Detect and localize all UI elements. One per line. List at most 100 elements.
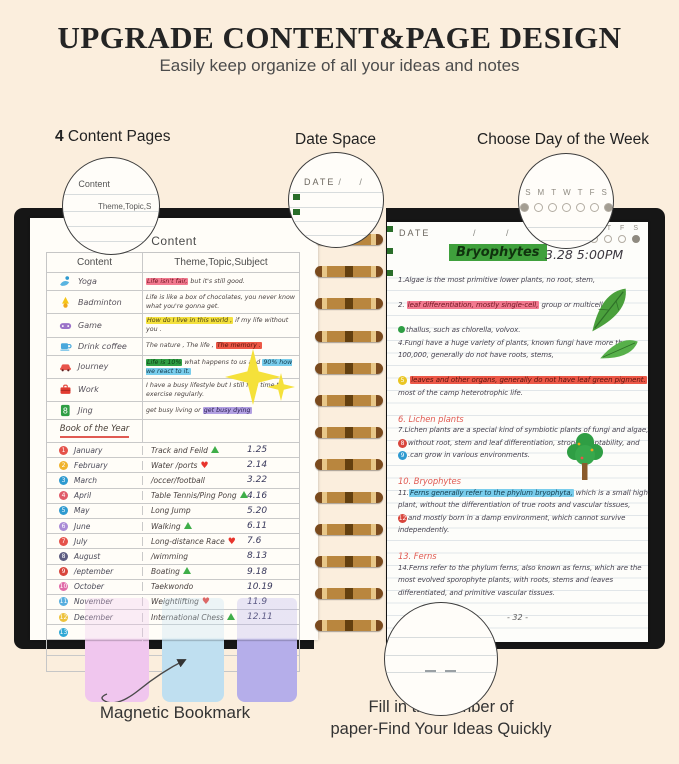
quote-text: get busy living or get busy dying	[146, 406, 252, 415]
ruled-line	[385, 636, 497, 638]
mark-wrapper	[183, 521, 192, 531]
quote-cell: I have a busy lifestyle but I still find…	[143, 379, 299, 401]
month-number-badge: 5	[59, 506, 68, 516]
date-magnifier-circle: DATE / /	[288, 152, 384, 248]
month-name: May	[74, 506, 90, 516]
content-pages-count: 4	[55, 128, 64, 145]
note-line: 100,000, generally do not have roots, st…	[398, 351, 646, 364]
leaf-doodle-icon	[592, 288, 626, 332]
text-segment: .can grow in various environments.	[408, 451, 530, 459]
triangle-mark-icon	[182, 567, 191, 575]
text-segment: plant, without the differentiation of tr…	[398, 501, 631, 509]
quote-cell: Life is like a box of chocolates, you ne…	[143, 291, 299, 313]
ruled-line	[63, 240, 159, 242]
triangle-mark-icon	[210, 445, 219, 453]
month-row: 7 July Long-distance Race ♥ 7.6	[47, 534, 299, 550]
magnetic-bookmark-purple	[237, 598, 297, 702]
month-cell: 10 October	[47, 582, 143, 592]
month-activity: Walking	[151, 521, 192, 531]
note-line: 8 without root, stem and leaf differentia…	[398, 438, 646, 452]
month-name: July	[74, 536, 88, 546]
month-row: 2 February Water /ports ♥ 2.14	[47, 458, 299, 474]
quote-cell: How do I live in this world , if my life…	[143, 314, 299, 336]
note-line: 7.Lichen plants are a special kind of sy…	[398, 426, 648, 439]
note-line: 12 and mostly born in a damp environment,…	[398, 513, 646, 527]
month-cell: 7 July	[47, 536, 143, 546]
activity-cell: Journey	[47, 355, 143, 378]
weekday-dot	[547, 202, 557, 212]
note-line: thallus, such as chlorella, volvox.	[398, 326, 646, 339]
spiral-ring	[315, 330, 383, 342]
month-activity-cell: /occer/football 3.22	[143, 474, 299, 487]
quote-cell: The nature , The life , The memory .	[143, 338, 299, 355]
text-segment: 1.Algae is the most primitive lower plan…	[398, 276, 596, 284]
month-activity-cell: Long Jump 5.20	[143, 504, 299, 517]
triangle-mark-icon	[239, 491, 248, 499]
quote-text: Life is like a box of chocolates, you ne…	[146, 293, 296, 311]
green-highlight-mark	[387, 248, 393, 254]
month-activity: Water /ports ♥	[151, 460, 209, 471]
quote-text: Life isn't fair, but it's still good.	[146, 277, 245, 286]
ruled-line	[63, 194, 159, 196]
month-date: 1.25	[247, 445, 268, 456]
text-segment: 100,000, generally do not have roots, st…	[398, 351, 554, 359]
month-activity: Table Tennis/Ping Pong	[151, 491, 248, 500]
activity-row: 8 Jing get busy living or get busy dying	[47, 402, 299, 420]
text-segment: if my life without you .	[146, 317, 289, 334]
circled-number: 8	[398, 438, 407, 448]
section-header-line: 13. Ferns	[398, 551, 646, 564]
table-header-row: Content Theme,Topic,Subject	[47, 253, 299, 273]
month-activity: Taekwondo	[151, 582, 194, 592]
month-row: 3 March/occer/football 3.22	[47, 473, 299, 489]
month-name: January	[74, 445, 103, 455]
month-row: 6 June Walking 6.11	[47, 519, 299, 535]
month-row: 8 August/wimming 8.13	[47, 549, 299, 565]
book-of-year-title: Book of the Year	[59, 424, 130, 438]
ruled-line	[289, 206, 383, 208]
spiral-ring	[315, 298, 383, 310]
activity-label: Jing	[78, 406, 93, 415]
page-number: - 32 -	[506, 613, 529, 622]
text-segment: 6. Lichen plants	[398, 413, 464, 424]
month-number-badge: 3	[59, 475, 68, 485]
page-title: UPGRADE CONTENT&PAGE DESIGN	[57, 20, 622, 55]
month-number-badge: 13	[59, 627, 68, 637]
quote-cell: get busy living or get busy dying	[143, 402, 299, 419]
month-number-badge: 10	[59, 582, 68, 592]
note-line: 9 .can grow in various environments.	[398, 451, 646, 464]
weekday-letter: M	[537, 187, 545, 197]
green-highlight-mark	[292, 194, 300, 201]
text-segment: Ferns generally refer to the phylum bryo…	[408, 488, 574, 497]
month-number-badge: 12	[59, 612, 68, 622]
book-of-year-empty-cell	[143, 420, 299, 442]
leaf-doodle-icon	[600, 340, 638, 359]
content-magnifier-circle: Content Theme,Topic,S	[62, 157, 160, 255]
spiral-ring	[315, 588, 383, 600]
mark-wrapper	[239, 491, 248, 500]
column-header: Theme,Topic,Subject	[174, 257, 268, 268]
month-activity-cell: /wimming 8.13	[143, 550, 299, 563]
content-preview-snippet: Theme,Topic,S	[97, 202, 152, 212]
activity-row: Game How do I live in this world , if my …	[47, 314, 299, 338]
mark-wrapper: ♥	[200, 461, 208, 470]
column-header: Content	[47, 253, 143, 272]
car-icon	[59, 360, 72, 373]
month-name: October	[74, 582, 105, 592]
note-line: plant, without the differentiation of tr…	[398, 501, 646, 514]
ruled-line	[385, 654, 497, 656]
book-of-year-row: Book of the Year	[47, 420, 299, 443]
activity-cell: 8 Jing	[47, 402, 143, 419]
coffee-icon	[59, 340, 72, 353]
content-preview-heading: Content	[78, 179, 110, 190]
text-segment: get busy living or	[146, 406, 203, 414]
month-row: 9/eptember Boating 9.18	[47, 565, 299, 580]
activity-label: Badminton	[78, 297, 122, 307]
quote-text: Life is 10% what happens to us and 90% h…	[146, 358, 296, 376]
quote-text: How do I live in this world , if my life…	[146, 316, 296, 334]
page-subtitle: Easily keep organize of all your ideas a…	[159, 56, 520, 75]
book-of-year-cell: Book of the Year	[47, 420, 143, 442]
text-segment: 2.	[398, 301, 407, 309]
weekday-dot	[618, 235, 626, 243]
activity-label: Yoga	[78, 277, 97, 286]
spiral-ring	[315, 266, 383, 278]
